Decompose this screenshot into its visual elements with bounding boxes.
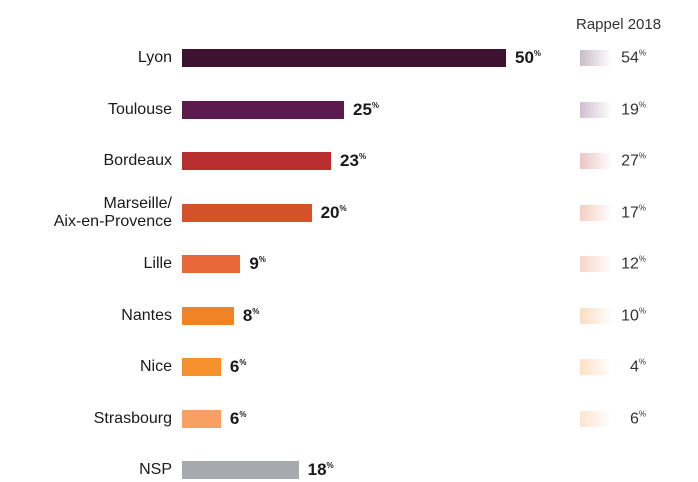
recall-unit: % (638, 100, 646, 109)
value-number: 18 (307, 460, 327, 479)
recall-number: 19 (621, 101, 639, 118)
recall-number: 17 (621, 204, 639, 221)
recall-unit: % (638, 357, 646, 367)
bar (182, 409, 221, 428)
category-label: Strasbourg (93, 409, 172, 427)
recall-unit: % (638, 151, 646, 161)
recall-label: 54% (621, 49, 646, 68)
value-label: 25% (353, 100, 379, 120)
bar (182, 152, 332, 170)
recall-label: 6% (630, 409, 646, 428)
recall-swatch (580, 50, 612, 66)
value-label: 50% (515, 48, 541, 68)
bar (182, 255, 241, 273)
recall-number: 6 (629, 410, 639, 427)
bar (182, 306, 234, 325)
recall-swatch (580, 204, 612, 221)
recall-swatch (580, 307, 612, 324)
value-number: 8 (242, 305, 253, 325)
value-number: 6 (229, 408, 240, 428)
category-label: Nice (139, 358, 172, 375)
bar (182, 49, 506, 67)
recall-unit: % (638, 48, 646, 58)
recall-unit: % (638, 306, 646, 315)
value-number: 20 (320, 202, 340, 222)
value-unit: % (258, 255, 266, 264)
value-number: 6 (229, 357, 240, 376)
recall-swatch (580, 101, 612, 118)
category-label: Lyon (137, 49, 172, 66)
recall-swatch (580, 410, 612, 427)
recall-label: 27% (621, 152, 646, 171)
bar (182, 100, 344, 119)
value-label: 20% (321, 203, 347, 223)
recall-unit: % (638, 203, 646, 212)
category-label: Lille (143, 255, 172, 272)
recall-swatch (580, 256, 612, 272)
recall-label: 17% (621, 203, 646, 222)
value-unit: % (339, 203, 347, 213)
recall-unit: % (638, 409, 646, 418)
recall-number: 27 (621, 152, 639, 170)
value-label: 8% (243, 306, 260, 326)
value-label: 23% (340, 151, 366, 171)
recall-number: 54 (621, 49, 639, 67)
value-number: 23 (340, 151, 359, 170)
value-unit: % (252, 306, 260, 316)
recall-swatch (580, 359, 612, 375)
value-unit: % (239, 409, 247, 419)
category-label: Bordeaux (103, 152, 173, 169)
value-number: 50 (515, 48, 534, 67)
recall-number: 10 (621, 307, 639, 324)
value-unit: % (358, 152, 367, 161)
bar (182, 461, 299, 479)
value-unit: % (533, 49, 542, 58)
value-label: 6% (230, 357, 247, 377)
recall-label: 19% (621, 100, 646, 119)
bar (182, 203, 312, 222)
value-label: 18% (308, 460, 334, 480)
recall-swatch (580, 153, 612, 169)
category-label: Marseille/ Aix-en-Provence (53, 194, 172, 230)
category-label: Nantes (121, 306, 172, 324)
value-label: 6% (230, 409, 247, 429)
recall-label: 12% (621, 255, 646, 274)
recall-number: 12 (621, 255, 639, 273)
recall-title: Rappel 2018 (576, 16, 662, 33)
value-unit: % (239, 358, 247, 367)
category-label: Toulouse (107, 100, 172, 118)
value-unit: % (326, 461, 334, 470)
recall-number: 4 (629, 358, 639, 376)
value-label: 9% (249, 254, 266, 274)
category-label: NSP (139, 461, 172, 478)
recall-label: 4% (630, 358, 646, 377)
value-number: 25 (353, 99, 372, 119)
value-unit: % (371, 100, 380, 110)
recall-label: 10% (621, 306, 646, 325)
value-number: 9 (249, 254, 259, 273)
recall-unit: % (638, 254, 646, 264)
bar (182, 358, 221, 376)
